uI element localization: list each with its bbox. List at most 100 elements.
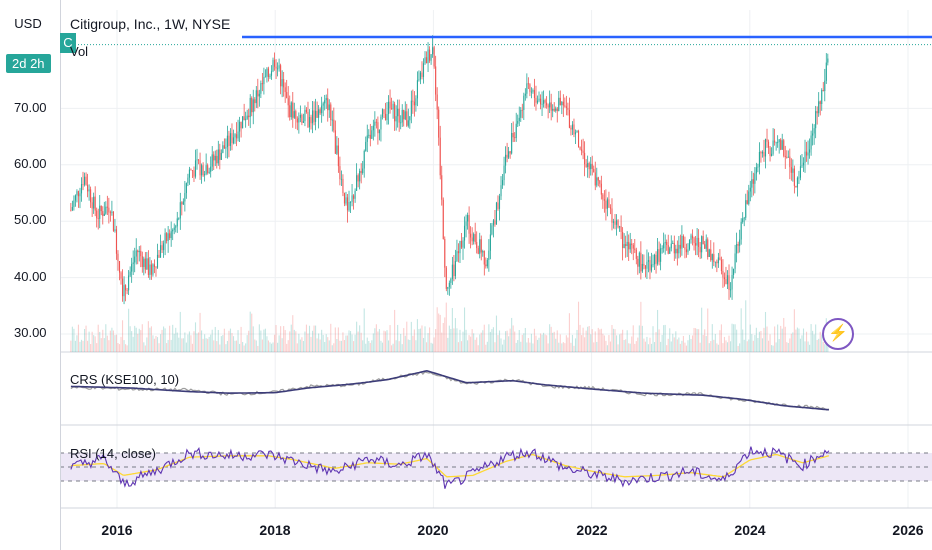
volume-bar xyxy=(401,344,403,352)
volume-bar xyxy=(447,337,449,352)
candle-body xyxy=(99,205,101,219)
candle-body xyxy=(761,151,764,154)
candle-body xyxy=(634,248,636,250)
volume-bar xyxy=(617,344,619,352)
candle-body xyxy=(733,268,735,275)
candle-body xyxy=(456,251,458,261)
candle-body xyxy=(164,233,166,244)
candle-body xyxy=(389,101,391,109)
volume-bar xyxy=(381,342,384,352)
volume-bar xyxy=(219,344,221,352)
candle-body xyxy=(787,156,789,158)
volume-bar xyxy=(550,326,552,352)
rsi-label[interactable]: RSI (14, close) xyxy=(70,446,156,461)
crs-label[interactable]: CRS (KSE100, 10) xyxy=(70,372,180,387)
rsi-line xyxy=(70,446,830,489)
volume-bar xyxy=(459,329,461,352)
candle-body xyxy=(173,227,175,230)
candle-body xyxy=(457,251,460,254)
candle-body xyxy=(333,119,335,131)
volume-bar xyxy=(818,338,820,352)
candle-body xyxy=(559,97,561,106)
candle-body xyxy=(308,117,311,128)
volume-bar xyxy=(758,331,760,352)
volume-bar xyxy=(570,342,572,352)
volume-label[interactable]: Vol xyxy=(70,44,89,59)
candle-body xyxy=(819,101,821,105)
volume-bar xyxy=(187,334,189,352)
candle-body xyxy=(269,75,271,78)
volume-bar xyxy=(679,343,681,352)
candle-body xyxy=(251,97,253,113)
candle-body xyxy=(387,101,390,115)
symbol-badge[interactable]: C xyxy=(60,33,76,53)
candle-body xyxy=(196,159,198,161)
volume-bar xyxy=(599,329,601,352)
candle-body xyxy=(755,167,757,174)
volume-bar xyxy=(384,331,387,352)
volume-bar xyxy=(646,336,648,352)
volume-bar xyxy=(278,335,280,352)
volume-bar xyxy=(822,341,824,352)
volume-bar xyxy=(416,319,418,352)
candle-body xyxy=(121,278,124,297)
volume-bar xyxy=(809,344,811,352)
volume-bar xyxy=(494,342,496,352)
volume-bar xyxy=(371,340,373,352)
volume-bar xyxy=(170,339,172,352)
candle-body xyxy=(421,72,423,77)
volume-bar xyxy=(672,333,674,352)
volume-bar xyxy=(270,343,273,352)
volume-bar xyxy=(131,331,133,352)
candle-body xyxy=(187,177,189,184)
volume-bar xyxy=(771,345,773,352)
lightning-icon[interactable]: ⚡ xyxy=(822,318,854,350)
volume-bar xyxy=(330,323,332,352)
volume-bar xyxy=(442,323,444,352)
candle-body xyxy=(698,237,700,247)
volume-bar xyxy=(593,342,595,352)
volume-bar xyxy=(503,339,505,352)
volume-bar xyxy=(470,336,472,352)
currency-label[interactable]: USD xyxy=(14,16,42,31)
candle-body xyxy=(301,114,303,123)
candle-body xyxy=(416,80,418,99)
volume-bar xyxy=(369,342,371,352)
candle-body xyxy=(123,285,125,297)
volume-bar xyxy=(422,337,425,352)
volume-bar xyxy=(687,340,689,352)
volume-bar xyxy=(229,328,232,352)
volume-bar xyxy=(638,325,640,352)
rsi-ma-line xyxy=(70,453,830,478)
volume-bar xyxy=(451,307,453,352)
candle-body xyxy=(377,122,379,134)
candle-body xyxy=(413,101,415,106)
candle-body xyxy=(140,250,142,257)
volume-bar xyxy=(810,324,812,352)
candle-body xyxy=(764,139,767,157)
candle-body xyxy=(450,278,452,283)
x-tick-2018: 2018 xyxy=(259,522,291,538)
volume-bar xyxy=(387,340,390,352)
candle-body xyxy=(105,206,107,214)
candle-body xyxy=(780,139,782,150)
candle-body xyxy=(144,258,146,270)
candle-body xyxy=(403,109,405,120)
volume-bar xyxy=(439,314,441,352)
volume-bar xyxy=(292,315,294,352)
chart-title[interactable]: Citigroup, Inc., 1W, NYSE xyxy=(70,16,231,32)
candle-body xyxy=(257,90,259,97)
candle-body xyxy=(742,218,744,222)
volume-bar xyxy=(213,340,215,352)
candle-body xyxy=(568,109,570,128)
volume-bar xyxy=(266,336,268,352)
volume-bar xyxy=(582,327,584,352)
price-scale[interactable] xyxy=(0,0,61,550)
candle-body xyxy=(600,183,602,195)
volume-bar xyxy=(73,328,75,352)
volume-bar xyxy=(432,343,434,352)
volume-bar xyxy=(228,330,230,352)
volume-bar xyxy=(181,338,183,352)
volume-bar xyxy=(226,340,228,352)
